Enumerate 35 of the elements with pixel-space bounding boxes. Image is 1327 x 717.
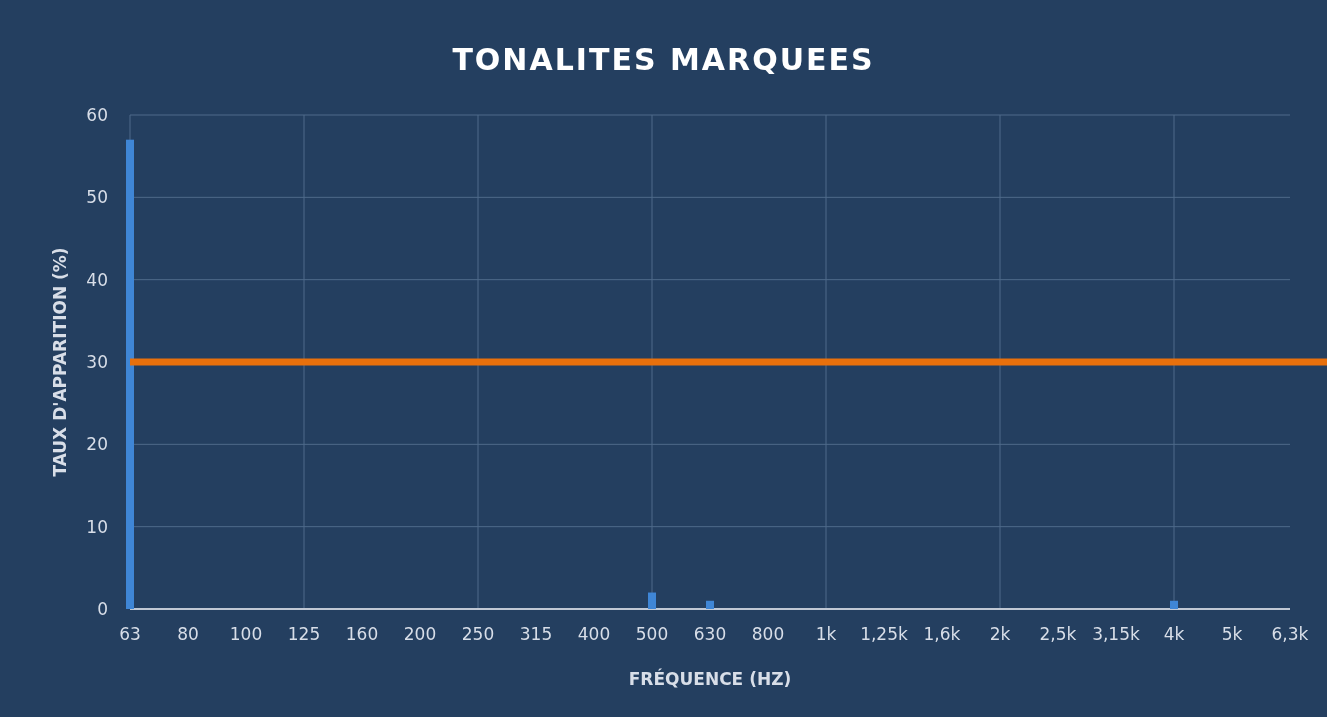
bar <box>648 592 656 609</box>
x-tick-label: 3,15k <box>1092 624 1140 644</box>
y-tick-label: 20 <box>86 434 108 455</box>
y-tick-label: 10 <box>86 516 108 537</box>
x-tick-label: 160 <box>345 624 379 644</box>
y-tick-label: 30 <box>86 351 108 372</box>
x-tick-label: 800 <box>751 624 785 644</box>
x-tick-label: 1k <box>815 624 837 644</box>
bar <box>126 139 134 609</box>
x-tick-label: 250 <box>461 624 495 644</box>
chart-title: TONALITES MARQUEES <box>452 42 875 77</box>
x-tick-label: 63 <box>119 624 141 644</box>
x-tick-label: 80 <box>177 624 199 644</box>
x-tick-label: 630 <box>693 624 727 644</box>
x-tick-label: 100 <box>229 624 263 644</box>
x-tick-label: 1,6k <box>923 624 961 644</box>
y-axis-title: TAUX D'APPARITION (%) <box>50 247 70 477</box>
y-tick-label: 0 <box>97 598 108 619</box>
x-tick-label: 315 <box>519 624 553 644</box>
y-tick-label: 50 <box>86 187 108 208</box>
x-tick-label: 2,5k <box>1039 624 1077 644</box>
x-tick-label: 5k <box>1221 624 1243 644</box>
x-tick-label: 4k <box>1163 624 1185 644</box>
x-tick-label: 1,25k <box>860 624 908 644</box>
x-tick-label: 125 <box>287 624 321 644</box>
bar <box>1170 600 1178 609</box>
x-tick-label: 400 <box>577 624 611 644</box>
y-tick-label: 40 <box>86 269 108 290</box>
x-tick-label: 6,3k <box>1271 624 1309 644</box>
x-axis-title: FRÉQUENCE (HZ) <box>628 668 792 689</box>
x-tick-label: 200 <box>403 624 437 644</box>
x-tick-label: 2k <box>989 624 1011 644</box>
x-tick-label: 500 <box>635 624 669 644</box>
bar <box>706 600 714 609</box>
y-tick-label: 60 <box>86 104 108 125</box>
